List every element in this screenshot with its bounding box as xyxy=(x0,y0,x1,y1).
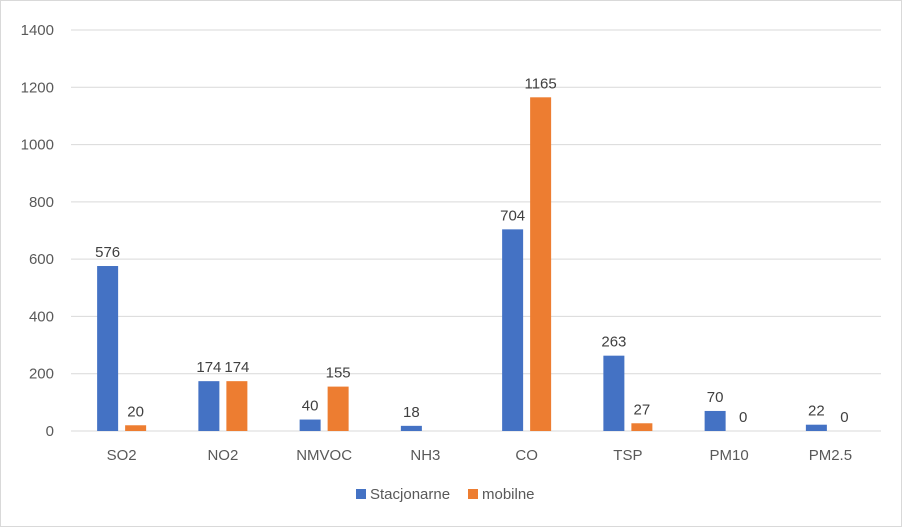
bars xyxy=(97,97,827,431)
data-label: 18 xyxy=(403,404,420,421)
data-label: 0 xyxy=(840,409,848,426)
gridlines xyxy=(71,29,881,432)
data-label: 704 xyxy=(500,207,525,224)
legend-label: Stacjonarne xyxy=(370,486,450,503)
y-tick-label: 200 xyxy=(29,366,54,383)
data-label: 22 xyxy=(808,403,825,420)
y-tick-label: 1200 xyxy=(21,79,54,96)
legend-swatch-mobilne xyxy=(468,489,478,499)
bar-stacjonarne-nmvoc xyxy=(299,419,321,431)
bar-mobilne-no2 xyxy=(226,381,248,431)
data-label: 576 xyxy=(95,244,120,261)
x-tick-label: PM10 xyxy=(710,447,749,464)
x-axis-category-labels: SO2 NO2 NMVOC NH3 CO TSP PM10 PM2.5 xyxy=(107,447,852,464)
data-label: 263 xyxy=(601,334,626,351)
bar-mobilne-so2 xyxy=(125,425,147,431)
x-tick-label: NMVOC xyxy=(296,447,352,464)
bar-stacjonarne-tsp xyxy=(603,355,625,431)
data-label: 40 xyxy=(302,398,319,415)
x-tick-label: TSP xyxy=(613,447,642,464)
data-label: 174 xyxy=(224,359,249,376)
data-label: 0 xyxy=(739,409,747,426)
bar-stacjonarne-so2 xyxy=(97,266,119,431)
x-tick-label: NO2 xyxy=(207,447,238,464)
y-tick-label: 1000 xyxy=(21,137,54,154)
y-tick-label: 400 xyxy=(29,308,54,325)
bar-mobilne-co xyxy=(530,97,552,431)
data-label: 27 xyxy=(634,401,651,418)
y-axis-tick-labels: 0 200 400 600 800 1000 1200 1400 xyxy=(21,22,54,440)
bar-stacjonarne-no2 xyxy=(198,381,220,431)
legend-label: mobilne xyxy=(482,486,535,503)
x-tick-label: SO2 xyxy=(107,447,137,464)
data-label: 70 xyxy=(707,389,724,406)
data-label: 174 xyxy=(196,359,221,376)
y-tick-label: 0 xyxy=(46,423,54,440)
x-tick-label: PM2.5 xyxy=(809,447,852,464)
data-labels: 576 20 174 174 40 155 18 704 1165 263 27 70 0 22 0 xyxy=(95,75,848,426)
x-tick-label: NH3 xyxy=(410,447,440,464)
bar-mobilne-tsp xyxy=(631,423,653,431)
bar-stacjonarne-pm10 xyxy=(704,410,726,431)
bar-stacjonarne-pm2.5 xyxy=(805,424,827,431)
data-label: 1165 xyxy=(524,75,556,92)
bar-stacjonarne-nh3 xyxy=(400,425,422,431)
x-tick-label: CO xyxy=(515,447,538,464)
data-label: 20 xyxy=(127,403,144,420)
y-tick-label: 600 xyxy=(29,251,54,268)
legend: Stacjonarne mobilne xyxy=(356,486,535,503)
data-label: 155 xyxy=(326,365,351,382)
legend-swatch-stacjonarne xyxy=(356,489,366,499)
bar-stacjonarne-co xyxy=(502,229,524,431)
bar-mobilne-nmvoc xyxy=(327,386,349,431)
y-tick-label: 1400 xyxy=(21,22,54,39)
y-tick-label: 800 xyxy=(29,194,54,211)
